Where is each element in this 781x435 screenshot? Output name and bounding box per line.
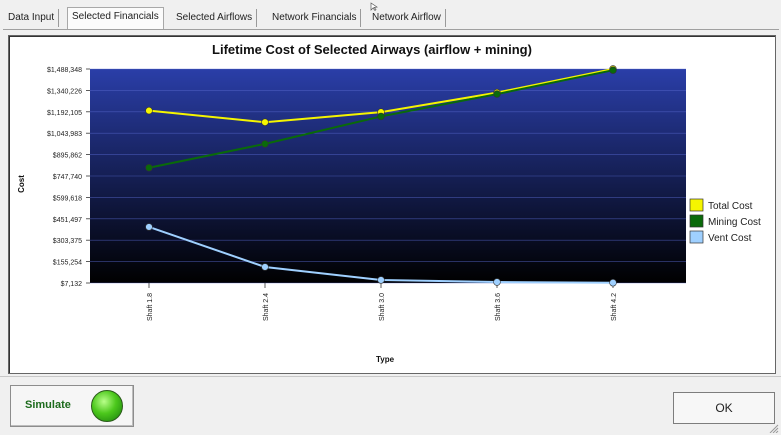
- y-tick-label: $599,618: [53, 195, 82, 202]
- y-tick-label: $1,488,348: [47, 67, 82, 74]
- y-tick-label: $7,132: [61, 281, 83, 288]
- data-point-vent-cost: [609, 279, 617, 287]
- ok-button[interactable]: OK: [673, 392, 775, 424]
- tab-network-airflow[interactable]: Network Airflow: [368, 9, 446, 27]
- x-tick-label: Shaft 2.4: [263, 293, 270, 321]
- y-tick-label: $303,375: [53, 238, 82, 245]
- data-point-total-cost: [145, 106, 153, 115]
- y-tick-label: $451,497: [53, 217, 82, 224]
- legend-swatch: [689, 214, 704, 228]
- tab-selected-financials[interactable]: Selected Financials: [67, 7, 164, 30]
- simulate-label: Simulate: [25, 399, 71, 411]
- x-tick-label: Shaft 3.6: [495, 293, 502, 321]
- x-tick-label: Shaft 1.8: [147, 293, 154, 321]
- mouse-cursor-icon: [370, 2, 378, 11]
- data-point-total-cost: [261, 118, 269, 126]
- legend-label: Total Cost: [708, 201, 753, 212]
- data-point-mining-cost: [261, 140, 269, 148]
- legend-label: Mining Cost: [708, 217, 761, 228]
- y-tick-label: $1,340,226: [47, 88, 82, 95]
- legend-swatch: [689, 230, 704, 244]
- data-point-mining-cost: [377, 112, 385, 121]
- chart-frame: Lifetime Cost of Selected Airways (airfl…: [8, 35, 776, 374]
- y-tick-label: $747,740: [53, 174, 82, 181]
- data-point-mining-cost: [493, 90, 501, 98]
- legend-label: Vent Cost: [708, 233, 752, 244]
- data-point-vent-cost: [377, 276, 385, 284]
- status-led-icon: [91, 390, 123, 422]
- tab-network-financials[interactable]: Network Financials: [268, 9, 362, 27]
- data-point-vent-cost: [493, 278, 501, 286]
- y-axis-label: Cost: [17, 175, 26, 193]
- data-point-mining-cost: [609, 66, 617, 74]
- chart-title: Lifetime Cost of Selected Airways (airfl…: [212, 42, 532, 57]
- x-tick-label: Shaft 4.2: [611, 293, 618, 321]
- x-tick-label: Shaft 3.0: [379, 293, 386, 321]
- tab-bar: Data Input Selected Financials Selected …: [0, 0, 781, 30]
- data-point-vent-cost: [261, 263, 269, 271]
- y-tick-label: $895,862: [53, 153, 82, 160]
- tab-data-input[interactable]: Data Input: [4, 9, 60, 27]
- x-axis-label: Type: [376, 355, 395, 364]
- resize-grip-icon[interactable]: [769, 424, 779, 433]
- legend-swatch: [689, 198, 704, 212]
- cost-line-chart: Lifetime Cost of Selected Airways (airfl…: [17, 42, 761, 364]
- y-tick-label: $155,254: [53, 260, 82, 267]
- y-tick-label: $1,043,983: [47, 131, 82, 138]
- data-point-vent-cost: [145, 223, 153, 231]
- tab-selected-airflows[interactable]: Selected Airflows: [172, 9, 258, 27]
- simulate-button[interactable]: Simulate: [10, 385, 134, 427]
- data-point-mining-cost: [145, 164, 153, 172]
- y-tick-label: $1,192,105: [47, 110, 82, 117]
